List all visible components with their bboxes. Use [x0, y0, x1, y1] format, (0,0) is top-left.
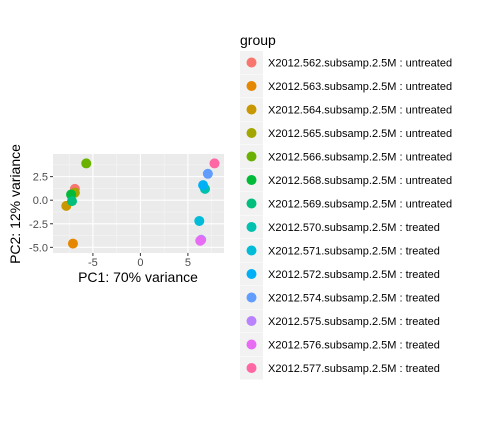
legend-key-point — [246, 316, 257, 326]
legend-label: X2012.571.subsamp.2.5M : treated — [268, 246, 440, 258]
legend-key-point — [246, 198, 257, 209]
x-axis-title: PC1: 70% variance — [78, 269, 198, 285]
legend-key-point — [246, 151, 257, 162]
legend-label: X2012.569.subsamp.2.5M : untreated — [268, 199, 452, 211]
panel-background — [53, 154, 224, 253]
legend-label: X2012.566.subsamp.2.5M : untreated — [268, 152, 452, 164]
legend-key-point — [246, 339, 257, 350]
x-tick-label: 5 — [185, 257, 191, 269]
data-point — [67, 238, 78, 249]
legend-key-point — [246, 57, 257, 68]
legend-key-point — [246, 175, 257, 185]
data-points — [61, 158, 220, 249]
legend-label: X2012.572.subsamp.2.5M : treated — [268, 269, 440, 281]
legend-label: X2012.564.subsamp.2.5M : untreated — [268, 105, 452, 117]
y-tick-label: 2.5 — [33, 172, 48, 184]
data-point — [202, 168, 213, 179]
legend-label: X2012.577.subsamp.2.5M : treated — [268, 363, 440, 375]
data-point — [67, 196, 77, 207]
legend-label: X2012.565.subsamp.2.5M : untreated — [268, 128, 452, 140]
legend-label: X2012.568.subsamp.2.5M : untreated — [268, 175, 452, 187]
x-axis-ticks: -5 0 5 — [88, 253, 191, 269]
legend-key-point — [246, 81, 257, 91]
legend-key-point — [246, 363, 257, 373]
legend-key-point — [246, 292, 257, 303]
y-tick-label: -5.0 — [29, 242, 48, 254]
grid-major — [53, 154, 224, 253]
y-tick-label: 0.0 — [33, 195, 48, 207]
legend-title: group — [240, 32, 276, 48]
legend-key-point — [246, 222, 257, 232]
legend-key-point — [246, 245, 257, 256]
y-axis-ticks: -5.0 -2.5 0.0 2.5 — [29, 172, 53, 254]
legend-label: X2012.562.subsamp.2.5M : untreated — [268, 58, 452, 70]
x-tick-label: -5 — [88, 257, 98, 269]
legend-label: X2012.563.subsamp.2.5M : untreated — [268, 81, 452, 93]
legend: group X2012.562.subsamp.2.5M : untreated… — [240, 32, 452, 380]
data-point — [198, 180, 209, 191]
legend-label: X2012.570.subsamp.2.5M : treated — [268, 222, 440, 234]
legend-label: X2012.574.subsamp.2.5M : treated — [268, 293, 440, 305]
y-axis-title: PC2: 12% variance — [7, 144, 23, 264]
legend-label: X2012.576.subsamp.2.5M : treated — [268, 340, 440, 352]
data-point — [81, 158, 92, 169]
y-tick-label: -2.5 — [29, 219, 48, 231]
legend-key-point — [246, 128, 257, 138]
legend-label: X2012.575.subsamp.2.5M : treated — [268, 316, 440, 328]
legend-key-point — [246, 104, 257, 115]
data-point — [194, 215, 205, 226]
x-tick-label: 0 — [137, 257, 143, 269]
data-point — [209, 158, 220, 169]
data-point — [195, 235, 206, 246]
legend-key-point — [246, 269, 257, 279]
